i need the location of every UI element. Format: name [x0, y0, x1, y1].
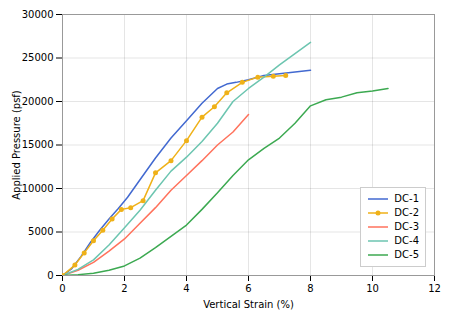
- svg-text:20000: 20000: [22, 96, 54, 107]
- svg-text:5000: 5000: [28, 226, 53, 237]
- svg-text:8: 8: [307, 283, 313, 294]
- html-text:DC-2: DC-2: [394, 207, 419, 218]
- html-text:DC-4: DC-4: [394, 235, 419, 246]
- svg-text:25000: 25000: [22, 52, 54, 63]
- svg-text:12: 12: [428, 283, 441, 294]
- svg-text:10: 10: [366, 283, 379, 294]
- svg-text:Applied Pressure (psf): Applied Pressure (psf): [11, 90, 22, 200]
- svg-text:4: 4: [183, 283, 189, 294]
- html-text:DC-3: DC-3: [394, 221, 419, 232]
- svg-text:10000: 10000: [22, 183, 54, 194]
- svg-text:Vertical Strain (%): Vertical Strain (%): [203, 299, 294, 310]
- svg-text:0: 0: [47, 270, 53, 281]
- html-text:DC-5: DC-5: [394, 249, 419, 260]
- html-text:DC-1: DC-1: [394, 193, 419, 204]
- svg-text:2: 2: [121, 283, 127, 294]
- svg-text:30000: 30000: [22, 9, 54, 20]
- svg-text:15000: 15000: [22, 139, 54, 150]
- svg-text:6: 6: [245, 283, 251, 294]
- svg-text:0: 0: [59, 283, 65, 294]
